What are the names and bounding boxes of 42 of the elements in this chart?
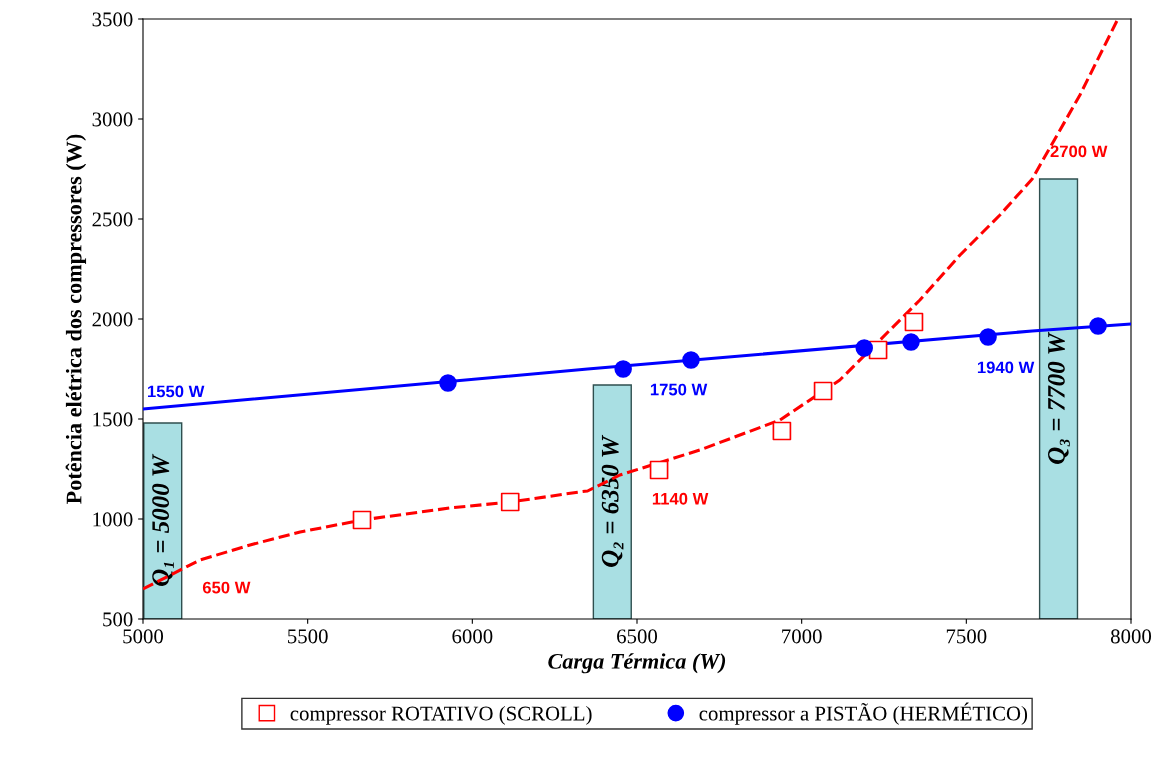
annotation: 2700 W xyxy=(1050,145,1108,158)
y-tick-label: 2000 xyxy=(92,312,133,327)
point xyxy=(1089,317,1107,335)
x-tick-label: 5000 xyxy=(123,629,164,644)
y-tick-label: 3000 xyxy=(92,112,133,127)
point xyxy=(979,328,997,346)
annotation: Q₃ = 7700 W xyxy=(1047,331,1070,464)
point xyxy=(813,381,833,401)
x-tick-label: 7500 xyxy=(946,629,987,644)
point xyxy=(772,421,792,441)
point xyxy=(902,333,920,351)
legend-label: compressor ROTATIVO (SCROLL) xyxy=(290,705,592,725)
y-tick-label: 1000 xyxy=(93,512,133,527)
point xyxy=(855,339,873,357)
annotation: 650 W xyxy=(202,581,251,594)
annotation: 1550 W xyxy=(148,385,205,398)
x-tick-label: 8000 xyxy=(1110,629,1152,644)
y-tick-label: 3500 xyxy=(92,12,133,27)
point xyxy=(649,460,669,480)
annotation: 1940 W xyxy=(977,361,1035,374)
y-axis-title: Potência elétrica dos compressores (W) xyxy=(65,134,87,504)
annotation: 1750 W xyxy=(650,383,708,396)
annotation: Q₂ = 6350 W xyxy=(601,434,624,567)
point xyxy=(439,374,457,392)
bar xyxy=(1038,178,1079,619)
legend-label: compressor a PISTÃO (HERMÉTICO) xyxy=(699,702,1028,725)
x-axis-title: Carga Térmica (W) xyxy=(548,653,726,674)
x-tick-label: 5500 xyxy=(288,629,328,644)
point xyxy=(904,312,924,332)
point xyxy=(500,492,520,512)
y-tick-label: 2500 xyxy=(92,212,133,227)
annotation: 1140 W xyxy=(652,492,709,505)
point xyxy=(682,351,700,369)
y-tick-label: 500 xyxy=(103,612,133,627)
x-tick-label: 6500 xyxy=(617,629,658,644)
bar xyxy=(592,384,632,619)
x-tick-label: 6000 xyxy=(452,629,493,644)
annotation: Q₁ = 5000 W xyxy=(152,453,174,586)
y-tick-label: 1500 xyxy=(93,412,133,427)
point xyxy=(352,510,372,530)
point xyxy=(614,360,632,378)
x-tick-label: 7000 xyxy=(782,629,822,644)
